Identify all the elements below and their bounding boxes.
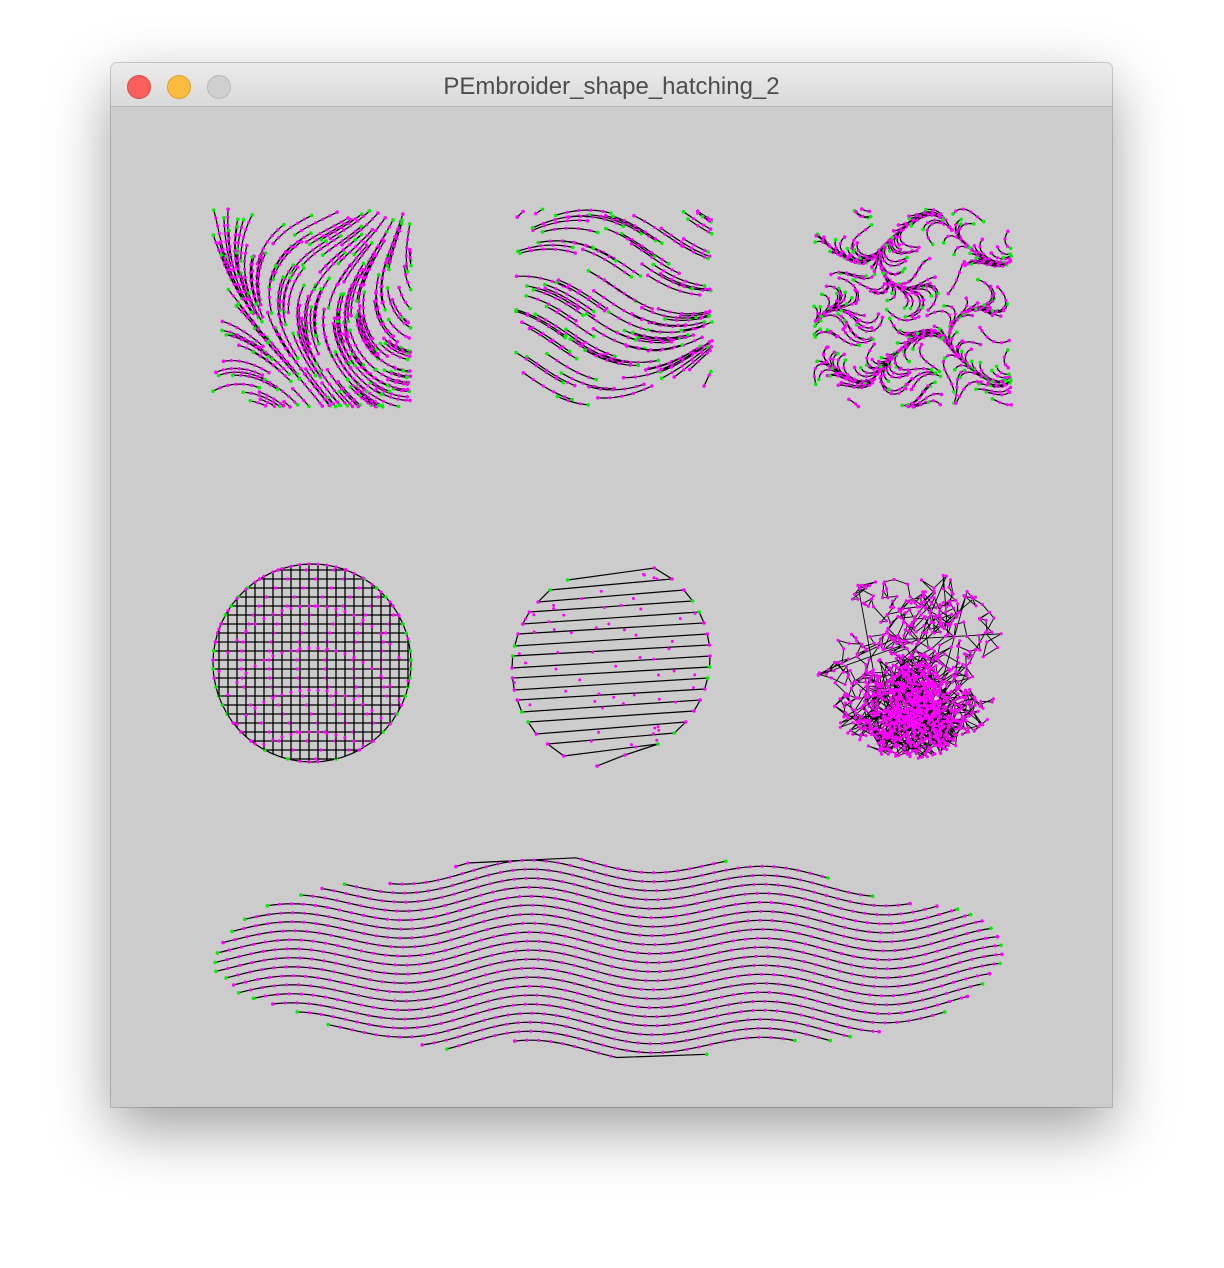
close-traffic-light-icon[interactable] — [127, 75, 151, 99]
sketch-canvas — [111, 107, 1112, 1107]
circle-3-hatch — [816, 573, 1003, 760]
square-2-hatch — [514, 207, 714, 407]
app-window: PEmbroider_shape_hatching_2 — [111, 63, 1112, 1107]
square-1-hatch — [211, 207, 413, 409]
title-bar[interactable]: PEmbroider_shape_hatching_2 — [111, 63, 1112, 107]
square-3-hatch — [812, 207, 1013, 409]
embroidery-drawing — [211, 207, 1013, 1059]
window-title: PEmbroider_shape_hatching_2 — [443, 73, 780, 100]
minimize-traffic-light-icon[interactable] — [167, 75, 191, 99]
circle-1-hatch — [211, 562, 413, 764]
zoom-traffic-light-icon[interactable] — [207, 75, 231, 99]
circle-2-hatch — [510, 566, 712, 768]
ellipse-1-hatch — [213, 857, 1004, 1059]
